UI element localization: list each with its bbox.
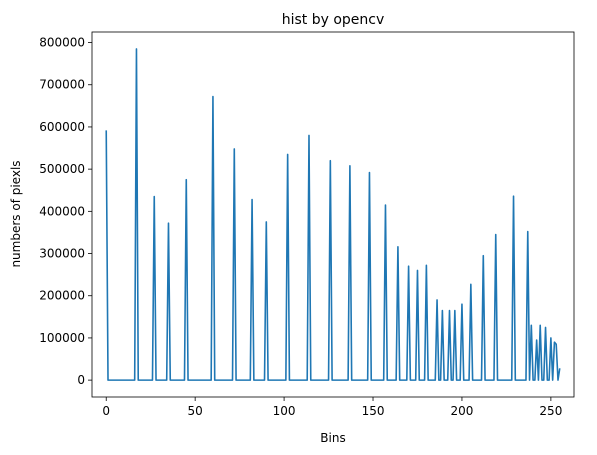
ticks-layer: 0 50 100 150 200 250 0 100000 200000 300000 400000… [39,36,562,418]
y-tick-label: 600000 [39,120,85,134]
x-tick-label: 50 [188,404,203,418]
y-axis-label: numbers of piexls [9,160,23,267]
y-tick-label: 700000 [39,78,85,92]
x-tick-label: 100 [273,404,296,418]
x-tick-label: 150 [362,404,385,418]
y-tick-label: 500000 [39,162,85,176]
y-tick-label: 0 [77,373,85,387]
x-axis-label: Bins [320,431,345,445]
x-tick-label: 250 [539,404,562,418]
y-tick-label: 200000 [39,289,85,303]
series-line-hist [105,48,561,381]
y-tick-label: 800000 [39,36,85,50]
chart-title: hist by opencv [282,12,385,28]
y-tick-label: 100000 [39,331,85,345]
x-tick-label: 0 [102,404,110,418]
x-tick-label: 200 [450,404,473,418]
y-tick-label: 400000 [39,204,85,218]
y-tick-label: 300000 [39,247,85,261]
plot-frame [91,31,575,398]
